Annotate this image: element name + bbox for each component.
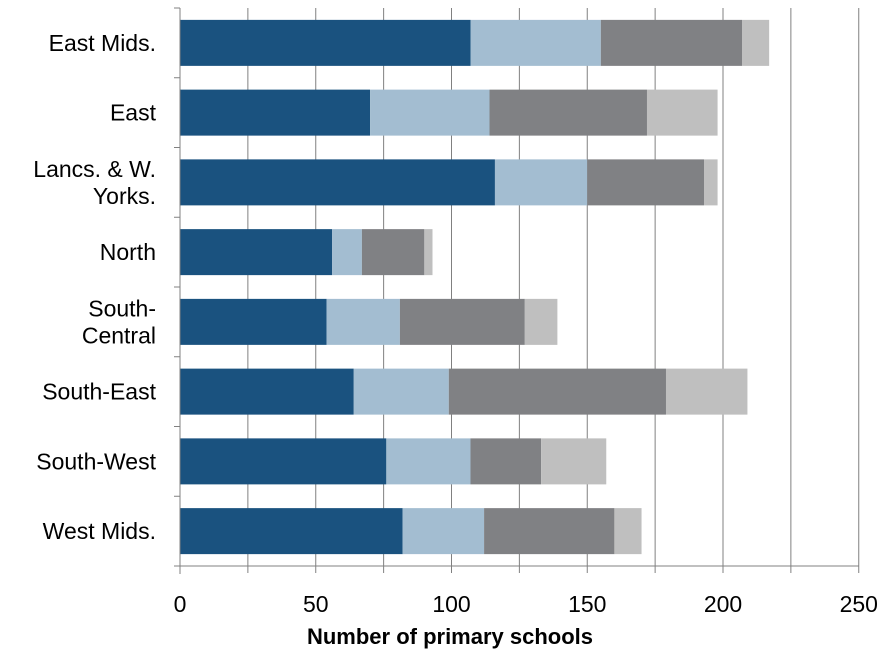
bar-segment xyxy=(614,508,642,555)
bar-segment xyxy=(180,368,354,415)
bar-segment xyxy=(448,368,666,415)
x-tick-label: 150 xyxy=(568,591,606,617)
x-tick-label: 200 xyxy=(704,591,742,617)
bar-segment xyxy=(703,159,718,206)
bar-segment xyxy=(361,229,425,276)
bar-segment xyxy=(524,298,558,345)
bar-segment xyxy=(180,89,371,136)
bar-segment xyxy=(600,19,743,66)
x-tick-label: 250 xyxy=(840,591,878,617)
category-label: South- xyxy=(88,295,156,321)
bar-segment xyxy=(180,19,471,66)
bar-segment xyxy=(370,89,490,136)
bar-segment xyxy=(484,508,615,555)
bar-segment xyxy=(665,368,748,415)
bar-segment xyxy=(494,159,588,206)
bar-segment xyxy=(402,508,485,555)
bar-segment xyxy=(424,229,433,276)
bar-segment xyxy=(742,19,770,66)
bar-segment xyxy=(489,89,647,136)
bar-segment xyxy=(541,438,607,485)
x-axis-title: Number of primary schools xyxy=(307,624,593,649)
category-label: Central xyxy=(82,322,156,348)
category-label: South-East xyxy=(42,379,156,405)
labels: East Mids. East Lancs. & W.Yorks. North Sout… xyxy=(33,30,878,617)
bar-segment xyxy=(180,229,333,276)
x-tick-label: 50 xyxy=(303,591,329,617)
category-label: Yorks. xyxy=(93,183,156,209)
bar-segment xyxy=(399,298,525,345)
x-tick-label: 0 xyxy=(174,591,187,617)
bar-segment xyxy=(587,159,704,206)
bar-segment xyxy=(353,368,449,415)
bar-segment xyxy=(180,298,327,345)
category-label: West Mids. xyxy=(43,518,156,544)
category-label: South-West xyxy=(36,448,156,474)
category-label: East Mids. xyxy=(49,30,156,56)
bar-segment xyxy=(470,438,542,485)
bar-segment xyxy=(180,159,495,206)
axes xyxy=(174,7,860,574)
bar-segment xyxy=(646,89,718,136)
category-label: East xyxy=(110,100,157,126)
bar-segment xyxy=(386,438,471,485)
bar-segment xyxy=(332,229,362,276)
bars xyxy=(180,19,770,555)
category-label: Lancs. & W. xyxy=(33,156,156,182)
bar-segment xyxy=(180,508,403,555)
bar-segment xyxy=(326,298,400,345)
bar-segment xyxy=(180,438,387,485)
bar-segment xyxy=(470,19,601,66)
category-label: North xyxy=(100,239,156,265)
x-tick-label: 100 xyxy=(432,591,470,617)
